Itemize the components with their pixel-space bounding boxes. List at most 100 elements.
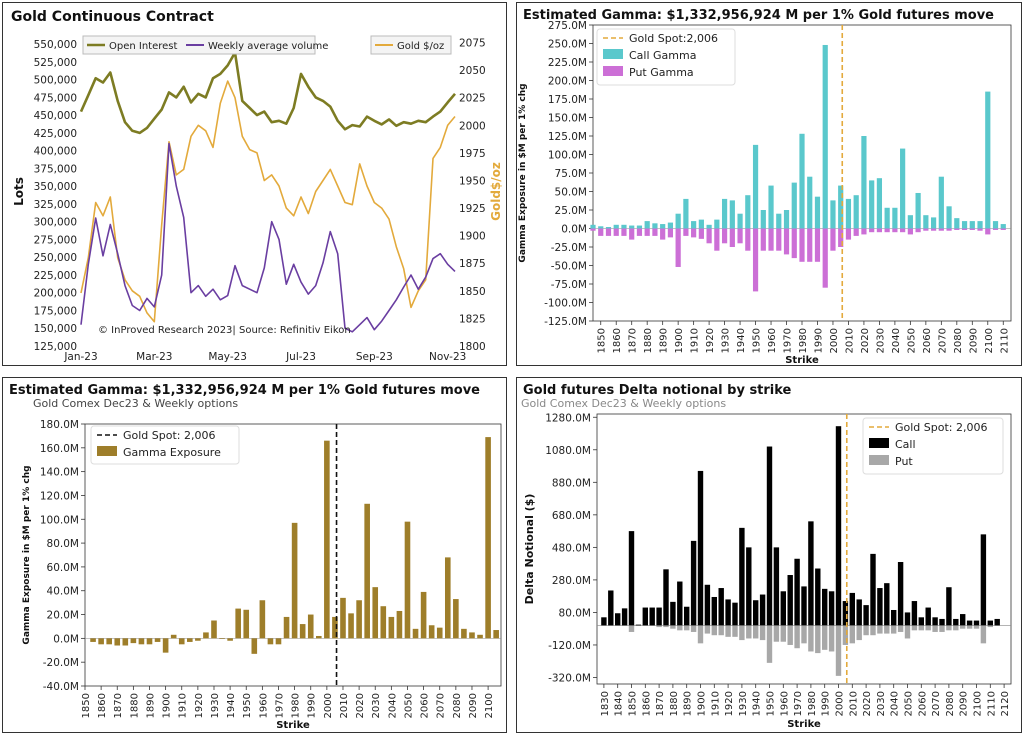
bar-gamma-exposure — [372, 587, 379, 639]
y-tick-label: -120.0M — [548, 640, 591, 652]
bar-call-gamma — [861, 136, 867, 229]
bar-call-gamma — [969, 221, 975, 229]
bar-call — [787, 575, 793, 626]
bar-gamma-exposure — [299, 624, 306, 639]
bar-call — [601, 617, 607, 626]
bar-put-gamma — [946, 228, 952, 231]
x-tick-label: 1860 — [97, 693, 108, 718]
bar-call-gamma — [814, 196, 821, 229]
bar-call — [939, 618, 945, 626]
bar-put — [718, 625, 724, 636]
bar-gamma-exposure — [227, 638, 233, 641]
y-tick-label: 425,000 — [34, 128, 77, 140]
bar-gamma-exposure — [396, 610, 403, 639]
bar-gamma-exposure — [138, 638, 145, 645]
bar-put-gamma — [745, 228, 751, 251]
y2-tick-label: 1900 — [459, 231, 486, 243]
bar-call — [849, 592, 855, 626]
y-tick-label: 25.0M — [555, 205, 587, 217]
y-tick-label: 125,000 — [34, 341, 77, 353]
bar-call-gamma — [876, 178, 883, 229]
legend-label: Call — [895, 438, 916, 451]
bar-call — [918, 617, 924, 626]
bar-put-gamma — [652, 228, 658, 236]
bar-gamma-exposure — [420, 591, 427, 639]
chart-title: Estimated Gamma: $1,332,956,924 M per 1%… — [9, 383, 480, 398]
y2-tick-label: 2050 — [459, 65, 486, 77]
bar-put — [766, 625, 773, 663]
series-line-weekly-average-volume — [80, 142, 456, 333]
bar-call-gamma — [745, 195, 751, 229]
bar-call — [925, 607, 931, 626]
bar-call — [987, 620, 993, 626]
x-tick-label: 2080 — [953, 328, 964, 353]
panel-gold-continuous: Gold Continuous Contract 550,000 525,000 50… — [2, 2, 507, 366]
bar-call — [835, 426, 842, 626]
y-tick-label: 480.0M — [552, 542, 591, 554]
bar-gamma-exposure — [122, 638, 129, 646]
panel-delta-notional: Gold futures Delta notional by strike Gol… — [516, 377, 1022, 733]
x-tick-label: 1960 — [258, 693, 269, 718]
bar-call — [980, 534, 987, 626]
bar-call-gamma — [698, 219, 704, 229]
x-tick-label: 1920 — [194, 693, 205, 718]
bar-put — [732, 625, 738, 637]
bar-call — [863, 605, 869, 626]
bar-call-gamma — [822, 44, 828, 229]
y-tick-label: 1080.0M — [545, 445, 591, 457]
bar-call-gamma — [714, 219, 720, 229]
y-tick-label: 680.0M — [552, 510, 591, 522]
bar-put — [787, 625, 793, 645]
y-tick-label: 0.0M — [561, 224, 587, 236]
legend-label: Gamma Exposure — [123, 446, 221, 459]
bar-gamma-exposure — [219, 638, 225, 639]
y-tick-label: 125.0M — [548, 131, 587, 143]
y-tick-label: -125.0M — [544, 316, 587, 328]
bar-gamma-exposure — [332, 616, 338, 639]
bar-gamma-exposure — [187, 638, 193, 642]
x-tick-label: 1830 — [600, 691, 611, 716]
bar-put-gamma — [822, 228, 828, 288]
bar-call — [870, 553, 876, 626]
bar-call — [711, 596, 717, 626]
bar-put — [973, 625, 980, 629]
bar-call-gamma — [930, 217, 937, 229]
bar-call-gamma — [660, 224, 666, 229]
bar-call — [746, 547, 752, 626]
bar-call-gamma — [776, 213, 782, 229]
bar-call-gamma — [938, 176, 944, 229]
bar-put — [932, 625, 938, 632]
x-tick-label: 2030 — [371, 693, 382, 718]
bar-call-gamma — [799, 133, 805, 229]
bar-call-gamma — [807, 176, 813, 229]
bar-call-gamma — [598, 226, 604, 229]
bar-gamma-exposure — [436, 627, 443, 639]
legend-swatch-gamma-exposure — [97, 446, 117, 456]
legend-box-right — [370, 35, 452, 55]
bar-gamma-exposure — [469, 632, 475, 639]
bar-call — [684, 606, 690, 626]
x-tick-label: 2090 — [968, 328, 979, 353]
x-tick-label: 2010 — [339, 693, 350, 718]
legend-swatch-call — [869, 438, 889, 448]
y-tick-label: 120.0M — [40, 490, 79, 502]
x-tick-label: 1880 — [669, 691, 680, 716]
bar-put — [677, 625, 683, 631]
bar-put-gamma — [969, 228, 975, 230]
bar-put-gamma — [807, 228, 813, 262]
bar-call — [828, 591, 835, 626]
y-tick-label: 525,000 — [34, 57, 77, 69]
bar-put-gamma — [985, 228, 991, 235]
bar-put-gamma — [853, 228, 859, 236]
bar-put-gamma — [992, 228, 999, 230]
bar-put — [925, 625, 931, 631]
bar-call-gamma — [683, 198, 689, 229]
x-tick-label: 2020 — [355, 693, 366, 718]
x-tick-label: 1860 — [641, 691, 652, 716]
y-tick-label: 175,000 — [34, 305, 77, 317]
bar-put — [863, 625, 869, 636]
bar-gamma-exposure — [364, 503, 370, 639]
y2-tick-label: 1825 — [459, 313, 486, 325]
bar-put — [946, 625, 952, 631]
bar-put-gamma — [760, 228, 766, 251]
